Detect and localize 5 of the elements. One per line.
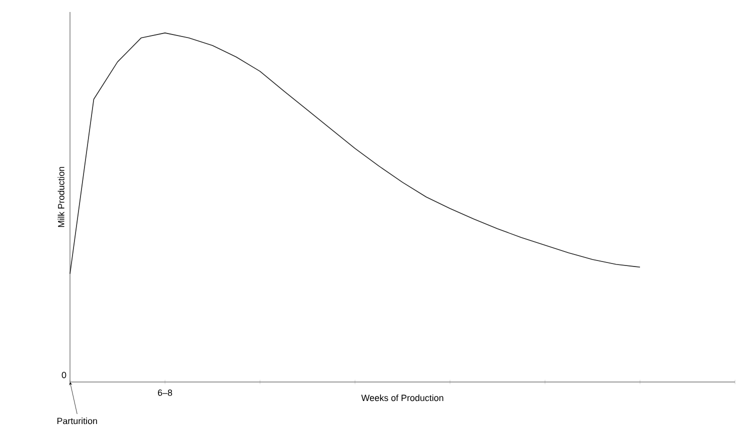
y-axis-title: Milk Production	[58, 166, 64, 227]
text: 6–8	[158, 390, 172, 396]
x-axis-title: Weeks of Production	[361, 394, 444, 402]
text: 0	[62, 372, 66, 378]
text: Parturition	[57, 418, 97, 424]
